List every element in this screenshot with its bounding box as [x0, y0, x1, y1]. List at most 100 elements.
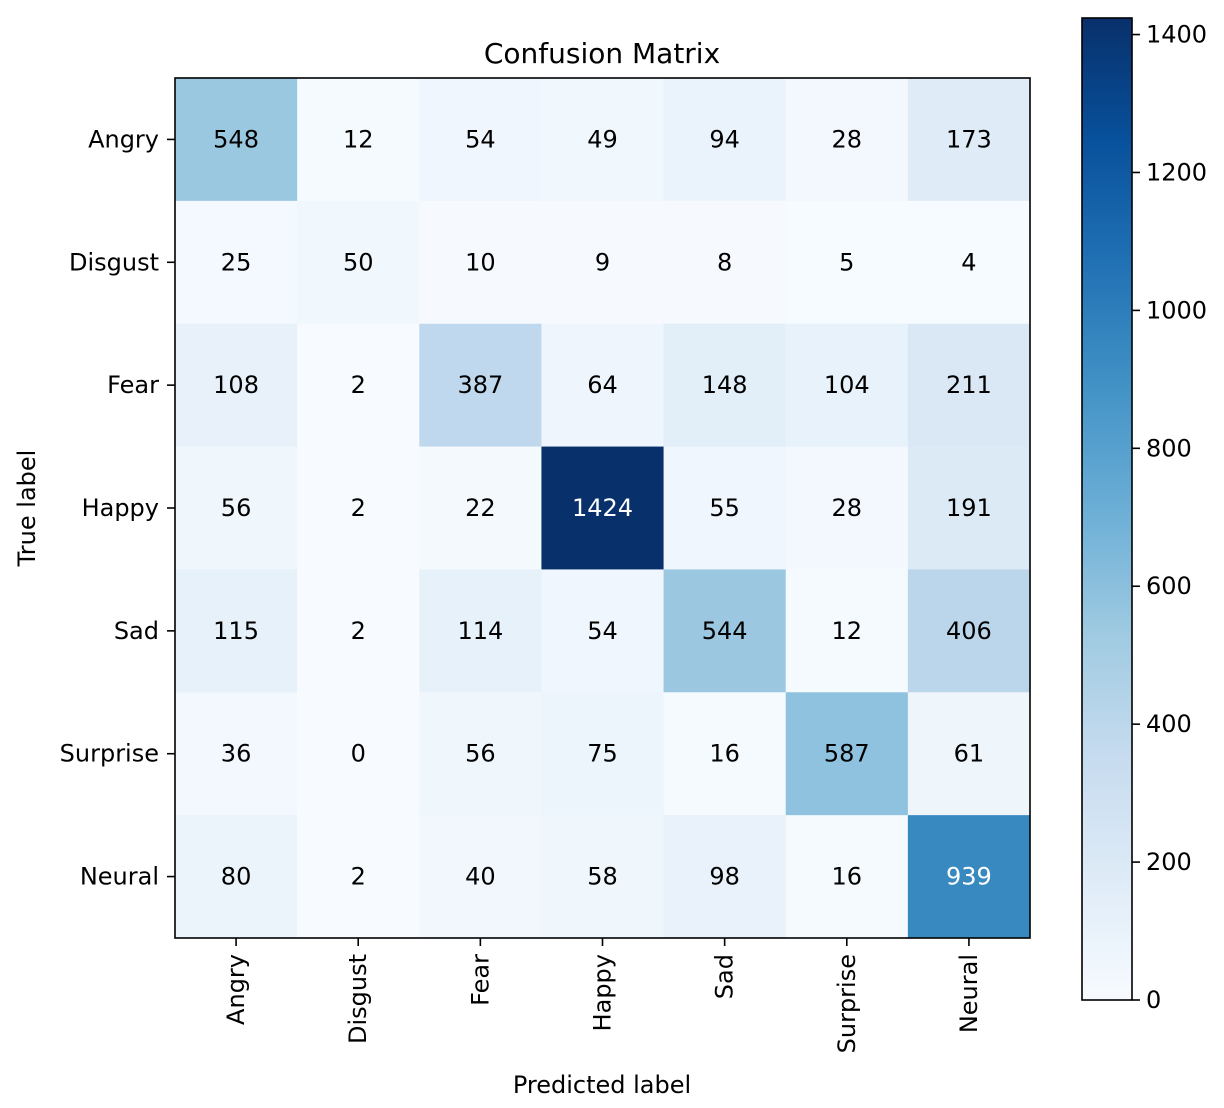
cell-value-label: 94: [709, 125, 740, 153]
heatmap-cell: [663, 815, 787, 939]
cell-value-label: 0: [351, 740, 366, 768]
heatmap-cell: [785, 569, 909, 693]
chart-title: Confusion Matrix: [484, 37, 720, 70]
heatmap-cell: [297, 815, 420, 939]
colorbar-tick-label: 0: [1146, 986, 1161, 1014]
y-tick-label: Angry: [88, 125, 159, 153]
heatmap-cell: [541, 569, 665, 693]
heatmap-cell: [907, 200, 1031, 325]
heatmap-cell: [297, 78, 420, 202]
heatmap-cell: [541, 815, 665, 939]
cell-value-label: 9: [595, 248, 610, 276]
cell-value-label: 2: [351, 494, 366, 522]
heatmap-cell: [419, 692, 542, 816]
cell-value-label: 64: [587, 371, 618, 399]
heatmap-cell: [663, 323, 787, 448]
heatmap-cell: [419, 569, 542, 693]
cell-value-label: 8: [717, 248, 732, 276]
colorbar-tick-label: 400: [1146, 710, 1192, 738]
cell-value-label: 49: [587, 125, 618, 153]
heatmap-cell: [785, 446, 909, 570]
y-tick-label: Neural: [80, 863, 159, 891]
cell-value-label: 75: [587, 740, 618, 768]
cell-value-label: 56: [465, 740, 496, 768]
heatmap-cell: [419, 323, 542, 448]
y-tick-label: Surprise: [60, 740, 159, 768]
cell-value-label: 16: [832, 863, 863, 891]
cell-value-label: 1424: [572, 494, 633, 522]
heatmap-cells: [175, 78, 1031, 939]
cell-value-label: 108: [213, 371, 259, 399]
cell-value-label: 58: [587, 863, 618, 891]
heatmap-cell: [175, 323, 298, 448]
colorbar: [1081, 17, 1133, 1001]
colorbar-tick-label: 1400: [1146, 21, 1207, 49]
x-tick-label: Surprise: [833, 954, 861, 1053]
heatmap-cell: [663, 569, 787, 693]
heatmap-cell: [297, 323, 420, 448]
heatmap-cell: [175, 78, 298, 202]
cell-value-label: 50: [343, 248, 374, 276]
heatmap-cell: [175, 446, 298, 570]
x-tick-label: Disgust: [344, 954, 372, 1044]
heatmap-cell: [297, 200, 420, 325]
colorbar-tick-label: 200: [1146, 848, 1192, 876]
x-tick-label: Happy: [589, 954, 617, 1031]
cell-value-label: 406: [946, 617, 992, 645]
cell-value-label: 40: [465, 863, 496, 891]
heatmap-cell: [907, 323, 1031, 448]
heatmap-cell: [419, 446, 542, 570]
cell-value-label: 114: [457, 617, 503, 645]
x-tick-label: Angry: [222, 954, 250, 1025]
x-axis-label: Predicted label: [513, 1071, 691, 1099]
heatmap-cell: [541, 446, 665, 570]
y-tick-label: Disgust: [69, 248, 159, 276]
cell-value-label: 28: [832, 494, 863, 522]
cell-value-label: 4: [961, 248, 976, 276]
heatmap-cell: [419, 78, 542, 202]
cell-value-label: 211: [946, 371, 992, 399]
y-tick-label: Fear: [107, 371, 159, 399]
heatmap-cell: [785, 78, 909, 202]
cell-value-label: 2: [351, 863, 366, 891]
heatmap-cell: [175, 692, 298, 816]
colorbar-ticks: 0 200 400 600 800 1000 1200 1400: [1132, 21, 1207, 1014]
heatmap-cell: [785, 815, 909, 939]
cell-value-label: 548: [213, 125, 259, 153]
x-tick-label: Fear: [466, 954, 494, 1006]
heatmap-cell: [907, 815, 1031, 939]
cell-value-label: 54: [465, 125, 496, 153]
cell-value-label: 2: [351, 617, 366, 645]
heatmap-cell: [175, 569, 298, 693]
cell-value-label: 191: [946, 494, 992, 522]
cell-value-label: 10: [465, 248, 496, 276]
cell-value-label: 387: [457, 371, 503, 399]
y-tick-label: Sad: [114, 617, 159, 645]
x-tick-label: Sad: [711, 954, 739, 999]
heatmap-cell: [541, 323, 665, 448]
heatmap-cell: [785, 692, 909, 816]
heatmap-cell: [297, 446, 420, 570]
cell-value-label: 28: [832, 125, 863, 153]
cell-value-label: 2: [351, 371, 366, 399]
heatmap-cell: [541, 692, 665, 816]
cell-value-label: 587: [824, 740, 870, 768]
cell-value-label: 80: [221, 863, 252, 891]
cell-value-label: 61: [954, 740, 985, 768]
heatmap-cell: [663, 692, 787, 816]
x-tick-label: Neural: [955, 954, 983, 1033]
cell-value-label: 115: [213, 617, 259, 645]
colorbar-tick-label: 1000: [1146, 296, 1207, 324]
cell-value-label: 939: [946, 863, 992, 891]
cell-value-label: 148: [702, 371, 748, 399]
heatmap-cell: [907, 78, 1031, 202]
heatmap-cell: [541, 78, 665, 202]
cell-value-label: 36: [221, 740, 252, 768]
y-axis-ticks: Angry Disgust Fear Happy Sad Surprise Neural: [60, 125, 175, 891]
cell-value-label: 104: [824, 371, 870, 399]
heatmap-cell: [785, 200, 909, 325]
heatmap-cell: [663, 200, 787, 325]
cell-value-label: 22: [465, 494, 496, 522]
